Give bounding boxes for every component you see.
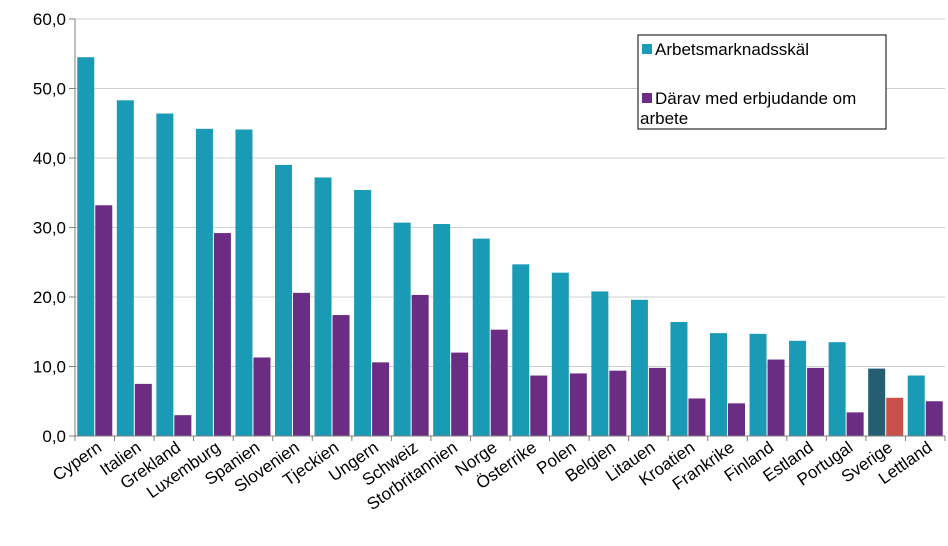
x-axis: CypernItalienGreklandLuxemburgSpanienSlo… bbox=[49, 435, 946, 514]
bar-arbetsmarknad-spanien bbox=[235, 129, 253, 436]
bar-arbetsmarknad-schweiz bbox=[393, 222, 411, 436]
bar-erbjudande-grekland bbox=[174, 415, 192, 436]
legend-label-erbjudande: Därav med erbjudande om arbete bbox=[640, 89, 856, 128]
bar-arbetsmarknad-estland bbox=[789, 340, 807, 436]
bar-erbjudande-lettland bbox=[925, 401, 943, 436]
y-tick-label: 40,0 bbox=[33, 149, 66, 168]
legend-label-arbetsmarknad: Arbetsmarknadsskäl bbox=[655, 40, 809, 59]
bars bbox=[77, 57, 943, 437]
y-tick-label: 30,0 bbox=[33, 219, 66, 238]
bar-arbetsmarknad-litauen bbox=[630, 299, 648, 436]
y-tick-label: 0,0 bbox=[42, 427, 66, 446]
legend-swatch-erbjudande bbox=[642, 93, 652, 103]
y-axis: 0,0 10,0 20,0 30,0 40,0 50,0 60,0 bbox=[33, 10, 76, 446]
legend-box bbox=[637, 34, 887, 130]
bar-arbetsmarknad-ungern bbox=[354, 189, 372, 436]
bar-erbjudande-österrike bbox=[530, 375, 548, 436]
bar-erbjudande-schweiz bbox=[411, 294, 429, 436]
bar-arbetsmarknad-luxemburg bbox=[195, 128, 213, 436]
bar-erbjudande-ungern bbox=[372, 362, 390, 436]
bar-erbjudande-cypern bbox=[95, 205, 113, 436]
y-tick-label: 10,0 bbox=[33, 358, 66, 377]
bar-erbjudande-luxemburg bbox=[213, 233, 231, 436]
bar-erbjudande-sverige bbox=[886, 397, 904, 436]
bar-arbetsmarknad-frankrike bbox=[710, 333, 727, 436]
legend-swatch-arbetsmarknad bbox=[642, 44, 652, 54]
bar-arbetsmarknad-finland bbox=[749, 333, 767, 436]
legend: Arbetsmarknadsskäl Därav med erbjudande o… bbox=[637, 34, 887, 130]
bar-arbetsmarknad-norge bbox=[472, 238, 490, 436]
bar-arbetsmarknad-kroatien bbox=[670, 322, 688, 436]
bar-erbjudande-italien bbox=[134, 383, 152, 436]
bar-arbetsmarknad-österrike bbox=[512, 264, 530, 436]
bar-erbjudande-norge bbox=[490, 329, 508, 436]
bar-erbjudande-tjeckien bbox=[332, 315, 350, 436]
y-tick-label: 20,0 bbox=[33, 288, 66, 307]
bar-erbjudande-belgien bbox=[609, 370, 627, 436]
bar-erbjudande-estland bbox=[807, 367, 825, 436]
bar-erbjudande-portugal bbox=[846, 412, 864, 436]
bar-erbjudande-storbritannien bbox=[451, 352, 469, 436]
bar-arbetsmarknad-sverige bbox=[868, 368, 886, 436]
bar-erbjudande-finland bbox=[767, 359, 785, 436]
bar-arbetsmarknad-tjeckien bbox=[314, 177, 332, 436]
bar-arbetsmarknad-portugal bbox=[828, 342, 846, 436]
bar-arbetsmarknad-grekland bbox=[156, 113, 174, 437]
bar-arbetsmarknad-lettland bbox=[907, 375, 925, 436]
bar-erbjudande-polen bbox=[569, 373, 587, 436]
bar-arbetsmarknad-slovenien bbox=[275, 164, 292, 436]
bar-erbjudande-frankrike bbox=[728, 403, 745, 436]
y-tick-label: 60,0 bbox=[33, 10, 66, 29]
bar-arbetsmarknad-belgien bbox=[591, 291, 609, 436]
bar-arbetsmarknad-polen bbox=[551, 272, 569, 436]
y-tick-label: 50,0 bbox=[33, 80, 66, 99]
bar-erbjudande-litauen bbox=[648, 367, 666, 436]
bar-arbetsmarknad-storbritannien bbox=[433, 224, 451, 436]
bar-erbjudande-kroatien bbox=[688, 398, 706, 436]
bar-arbetsmarknad-cypern bbox=[77, 57, 95, 436]
bar-erbjudande-slovenien bbox=[293, 292, 310, 436]
bar-arbetsmarknad-italien bbox=[116, 100, 134, 436]
bar-erbjudande-spanien bbox=[253, 357, 271, 436]
